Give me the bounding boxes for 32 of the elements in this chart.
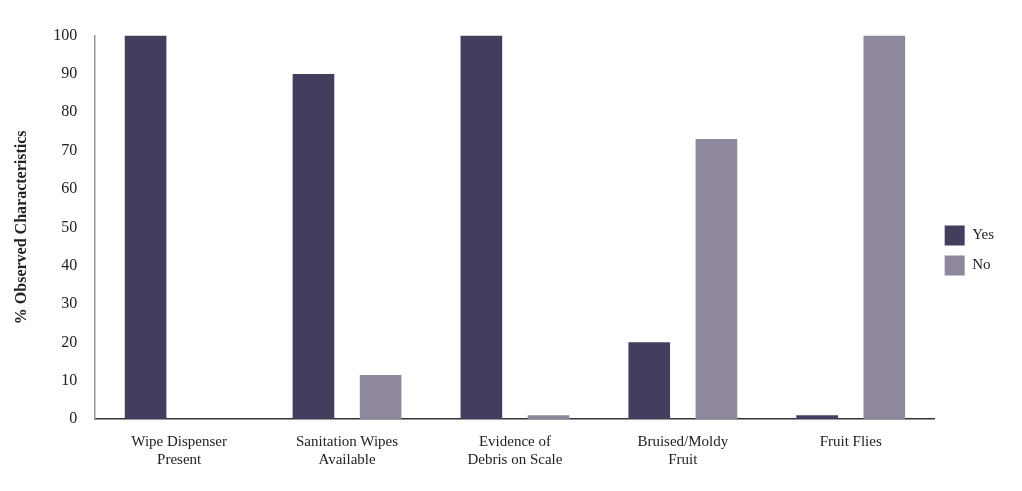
y-axis-title: % Observed Characteristics xyxy=(11,130,29,325)
y-tick-label: 30 xyxy=(61,294,78,312)
bar xyxy=(359,374,402,419)
bar xyxy=(628,342,671,419)
y-tick-label: 70 xyxy=(61,140,78,158)
category-label: Wipe Dispenser xyxy=(131,432,227,449)
bar xyxy=(460,35,503,419)
bar xyxy=(695,139,738,419)
category-label: Bruised/Moldy xyxy=(637,432,729,449)
legend-label: Yes xyxy=(972,226,995,243)
category-label: Sanitation Wipes xyxy=(296,432,399,449)
y-tick-label: 80 xyxy=(61,102,78,120)
category-label: Debris on Scale xyxy=(467,450,563,467)
x-tick-label: Fruit Flies xyxy=(819,432,882,449)
bar xyxy=(124,35,167,419)
legend-label: No xyxy=(972,256,991,273)
category-label: Available xyxy=(318,450,376,467)
y-tick-label: 90 xyxy=(61,64,78,82)
y-tick-label: 10 xyxy=(61,370,78,388)
bar xyxy=(863,35,906,419)
category-label: Evidence of xyxy=(478,432,551,449)
y-tick-label: 20 xyxy=(61,332,78,350)
y-tick-label: 50 xyxy=(61,217,78,235)
y-tick-label: 0 xyxy=(69,409,78,427)
category-label: Fruit xyxy=(668,450,698,467)
bar xyxy=(292,73,335,419)
y-tick-label: 60 xyxy=(61,179,78,197)
bar xyxy=(796,415,838,419)
y-tick-label: 100 xyxy=(53,25,78,43)
bar xyxy=(527,415,570,419)
category-label: Present xyxy=(157,450,202,467)
y-tick-label: 40 xyxy=(61,255,78,273)
